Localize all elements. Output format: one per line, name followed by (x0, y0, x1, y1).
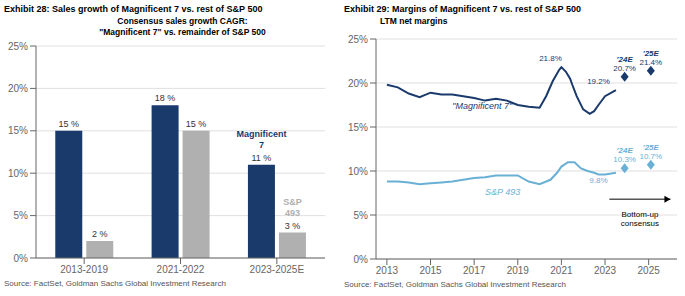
svg-text:7: 7 (259, 140, 264, 150)
svg-text:15 %: 15 % (186, 119, 207, 129)
svg-text:15%: 15% (348, 122, 368, 133)
svg-text:2015: 2015 (419, 265, 442, 276)
svg-text:Magnificent: Magnificent (236, 129, 286, 139)
svg-text:2021-2022: 2021-2022 (157, 264, 205, 275)
svg-text:21.4%: 21.4% (639, 58, 662, 67)
svg-text:2025: 2025 (638, 265, 661, 276)
html-text:Exhibit 29: Margins of Magnifi: Exhibit 29: Margins of Magnificent 7 vs.… (344, 4, 581, 14)
svg-text:20%: 20% (348, 78, 368, 89)
html-text:Exhibit 28: Sales growth of Ma: Exhibit 28: Sales growth of Magnificent … (4, 4, 263, 14)
svg-text:10%: 10% (348, 166, 368, 177)
svg-text:'24E: '24E (617, 55, 634, 64)
svg-text:2017: 2017 (463, 265, 486, 276)
svg-text:2023-2025E: 2023-2025E (250, 264, 305, 275)
svg-text:19.2%: 19.2% (587, 77, 610, 86)
svg-text:2019: 2019 (507, 265, 530, 276)
svg-text:2013-2019: 2013-2019 (60, 264, 108, 275)
svg-text:5%: 5% (14, 210, 29, 221)
svg-text:consensus: consensus (621, 219, 659, 228)
svg-text:25%: 25% (348, 34, 368, 45)
svg-text:15 %: 15 % (59, 119, 80, 129)
svg-text:Bottom-up: Bottom-up (621, 210, 658, 219)
svg-text:15%: 15% (8, 125, 28, 136)
svg-text:"Magnificent 7": "Magnificent 7" (452, 101, 513, 111)
svg-text:5%: 5% (354, 210, 369, 221)
html-text:Consensus sales growth CAGR:: Consensus sales growth CAGR: (117, 16, 248, 26)
svg-text:21.8%: 21.8% (539, 54, 562, 63)
svg-text:10.3%: 10.3% (613, 155, 636, 164)
svg-text:2021: 2021 (550, 265, 573, 276)
svg-text:2023: 2023 (594, 265, 617, 276)
svg-text:10.7%: 10.7% (639, 152, 662, 161)
svg-text:'25E: '25E (643, 49, 660, 58)
svg-text:2 %: 2 % (92, 229, 108, 239)
svg-text:'25E: '25E (643, 143, 660, 152)
svg-text:11 %: 11 % (252, 153, 272, 163)
svg-text:2013: 2013 (376, 265, 399, 276)
svg-text:0%: 0% (354, 254, 369, 265)
svg-text:493: 493 (285, 208, 300, 218)
svg-text:S&P 493: S&P 493 (485, 187, 520, 197)
html-text:"Magnificent 7" vs. remainder: "Magnificent 7" vs. remainder of S&P 500 (99, 27, 266, 37)
html-text:LTM net margins: LTM net margins (380, 16, 448, 26)
svg-text:3 %: 3 % (285, 221, 301, 231)
svg-text:20%: 20% (8, 83, 28, 94)
html-text:Source: FactSet, Goldman Sachs: Source: FactSet, Goldman Sachs Global In… (344, 280, 566, 289)
svg-text:S&P: S&P (283, 197, 302, 207)
svg-text:20.7%: 20.7% (613, 64, 636, 73)
html-text:Source: FactSet, Goldman Sachs: Source: FactSet, Goldman Sachs Global In… (4, 279, 226, 288)
svg-text:10%: 10% (8, 168, 28, 179)
svg-text:18 %: 18 % (155, 93, 176, 103)
svg-text:25%: 25% (8, 41, 28, 52)
svg-text:9.8%: 9.8% (589, 176, 607, 185)
svg-text:0%: 0% (14, 253, 29, 264)
svg-text:'24E: '24E (617, 146, 634, 155)
